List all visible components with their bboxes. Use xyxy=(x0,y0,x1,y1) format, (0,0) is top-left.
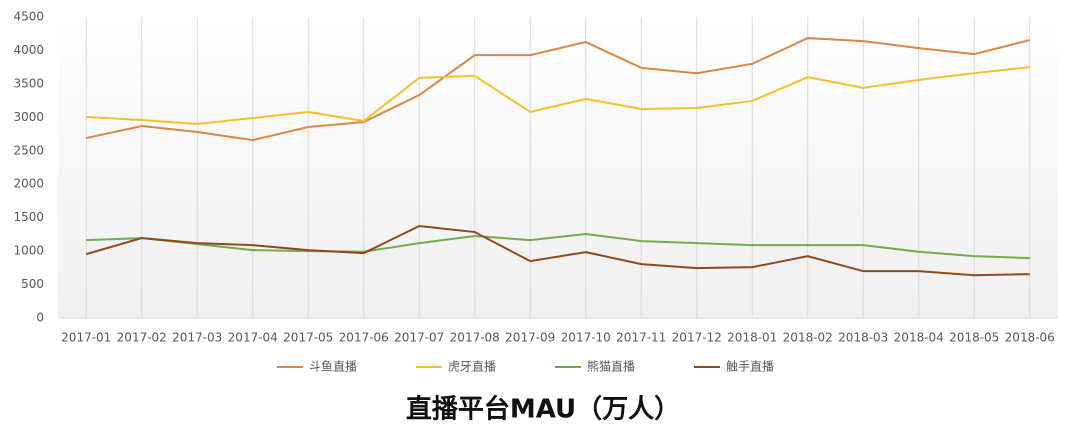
x-tick-label: 2018-05 xyxy=(949,331,999,345)
series-line xyxy=(86,66,1030,126)
x-tick-label: 2017-07 xyxy=(394,331,444,345)
x-tick-label: 2017-11 xyxy=(616,331,666,345)
series-line xyxy=(86,37,1030,142)
x-tick-label: 2018-06 xyxy=(1005,331,1055,345)
y-tick-label: 2000 xyxy=(13,177,44,191)
legend-label: 触手直播 xyxy=(726,360,774,374)
plot-background xyxy=(58,17,1058,318)
chart-title: 直播平台MAU（万人） xyxy=(406,394,680,425)
y-tick-label: 1000 xyxy=(13,244,44,258)
legend-label: 斗鱼直播 xyxy=(309,360,357,374)
y-tick-label: 4500 xyxy=(13,10,44,24)
x-tick-label: 2017-09 xyxy=(505,331,555,345)
y-tick-label: 4000 xyxy=(13,43,44,57)
x-tick-label: 2018-02 xyxy=(783,331,833,345)
legend-label: 熊猫直播 xyxy=(587,359,635,374)
x-tick-label: 2018-01 xyxy=(727,331,777,345)
y-tick-label: 3000 xyxy=(13,110,44,124)
x-tick-label: 2017-03 xyxy=(172,331,222,345)
x-tick-label: 2017-01 xyxy=(61,331,111,345)
y-tick-label: 3500 xyxy=(13,76,44,90)
x-tick-label: 2018-04 xyxy=(894,331,944,345)
y-tick-label: 0 xyxy=(36,311,44,325)
x-tick-label: 2017-06 xyxy=(339,331,389,345)
y-tick-label: 500 xyxy=(21,277,44,291)
y-tick-label: 1500 xyxy=(13,210,44,224)
series-line xyxy=(86,233,1030,260)
x-tick-label: 2017-08 xyxy=(450,331,500,345)
y-tick-label: 2500 xyxy=(13,143,44,157)
series-line xyxy=(85,225,1030,277)
x-tick-label: 2017-12 xyxy=(672,331,722,345)
x-tick-label: 2017-10 xyxy=(561,331,611,345)
x-tick-label: 2017-04 xyxy=(228,331,278,345)
legend-label: 虎牙直播 xyxy=(448,360,496,374)
x-tick-label: 2018-03 xyxy=(838,331,888,345)
x-tick-label: 2017-05 xyxy=(283,331,333,345)
x-tick-label: 2017-02 xyxy=(117,331,167,345)
